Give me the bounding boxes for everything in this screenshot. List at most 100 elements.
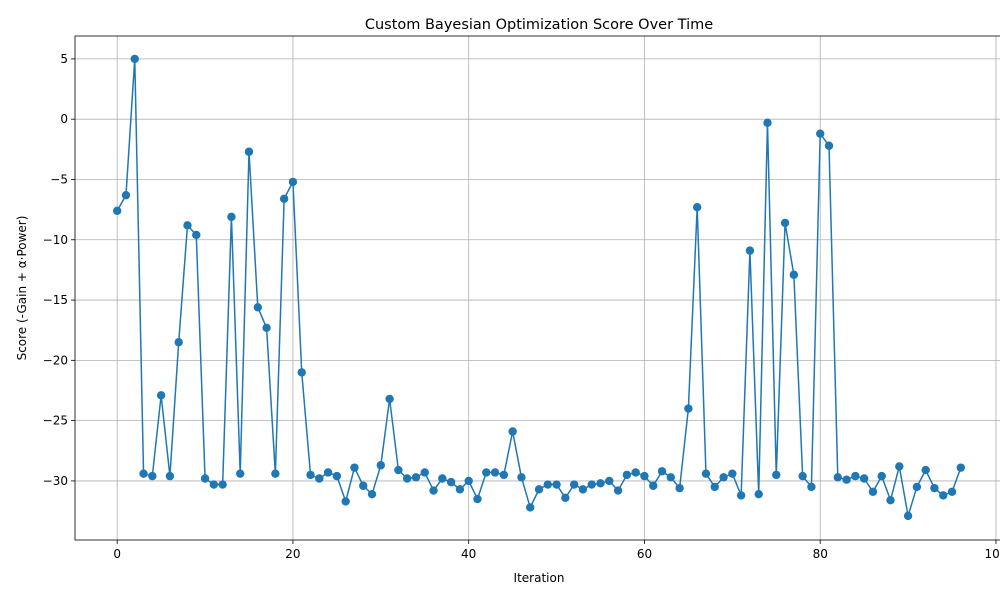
data-point: [490, 468, 500, 477]
grid: [75, 36, 1000, 540]
data-point: [455, 485, 465, 494]
data-point: [315, 474, 324, 483]
data-point: [209, 480, 219, 489]
data-point: [851, 471, 860, 481]
data-point: [227, 212, 236, 222]
data-point: [903, 511, 913, 521]
data-point: [438, 474, 447, 483]
plot-frame: [74, 35, 1000, 541]
data-point: [394, 465, 403, 475]
data-point: [446, 477, 456, 487]
data-point: [112, 206, 122, 216]
data-point: [657, 467, 667, 476]
data-point: [877, 471, 886, 481]
series-score: [112, 54, 966, 521]
x-tick-label: 0: [113, 547, 121, 561]
data-point: [772, 470, 781, 480]
data-point: [605, 476, 614, 486]
x-axis-label: Iteration: [514, 571, 565, 585]
y-axis-label: Score (-Gain + α·Power): [15, 216, 29, 361]
data-point: [332, 471, 342, 481]
data-point: [684, 404, 693, 413]
data-point: [174, 338, 183, 347]
data-point: [816, 129, 825, 138]
data-point: [561, 493, 570, 502]
data-point: [833, 473, 842, 482]
data-point: [139, 469, 148, 478]
data-point: [578, 485, 588, 494]
data-point: [148, 471, 157, 481]
data-point: [499, 470, 509, 480]
data-point: [754, 489, 763, 499]
data-point: [367, 489, 377, 499]
data-point: [385, 394, 394, 404]
data-point: [526, 503, 535, 512]
data-point: [411, 473, 421, 482]
data-point: [288, 177, 298, 187]
x-tick-label: 80: [813, 547, 828, 561]
data-point: [640, 471, 649, 481]
data-point: [895, 462, 904, 471]
y-tick-label: −25: [43, 414, 68, 428]
data-point: [912, 482, 922, 492]
data-point: [692, 203, 702, 212]
data-point: [649, 481, 658, 490]
data-point: [939, 491, 948, 500]
x-tick-label: 60: [637, 547, 652, 561]
y-tick-label: −5: [50, 172, 68, 186]
y-axis-ticks: 5 0 −5 −10 −15 −20 −25 −30: [43, 52, 75, 488]
data-point: [631, 468, 640, 477]
data-point: [517, 473, 526, 482]
data-point: [192, 230, 201, 240]
x-tick-label: 20: [285, 547, 300, 561]
data-point: [859, 474, 869, 483]
data-point: [587, 480, 596, 489]
data-point: [244, 147, 254, 156]
data-point: [947, 487, 957, 496]
data-point: [376, 461, 386, 470]
data-point: [323, 468, 333, 477]
x-axis-ticks: 0 20 40 60 80 100: [113, 540, 1000, 561]
y-tick-label: −10: [43, 233, 68, 247]
data-point: [341, 497, 350, 506]
x-tick-label: 100: [985, 547, 1000, 561]
data-point: [121, 190, 131, 200]
data-point: [745, 246, 755, 255]
data-point: [807, 482, 816, 492]
data-point: [552, 480, 561, 489]
data-point: [921, 465, 930, 475]
data-point: [253, 303, 262, 312]
data-point: [429, 486, 438, 495]
y-tick-label: 0: [60, 112, 68, 126]
x-tick-label: 40: [461, 547, 476, 561]
data-point: [956, 463, 966, 472]
data-point: [218, 480, 227, 489]
data-point: [165, 471, 175, 481]
y-tick-label: −30: [43, 474, 68, 488]
data-point: [710, 482, 719, 492]
data-point: [130, 54, 139, 64]
data-point: [236, 469, 245, 478]
data-point: [271, 469, 280, 478]
data-point: [156, 391, 166, 400]
y-tick-label: 5: [60, 52, 68, 66]
data-point: [789, 270, 799, 279]
data-point: [842, 475, 851, 484]
data-point: [930, 483, 939, 493]
data-point: [183, 221, 192, 230]
data-point: [622, 470, 632, 480]
data-point: [719, 473, 728, 482]
data-point: [613, 486, 623, 495]
data-point: [824, 141, 834, 150]
data-point: [701, 469, 711, 478]
data-point: [306, 470, 315, 480]
data-point: [728, 469, 737, 478]
data-point: [200, 474, 210, 483]
data-point: [359, 481, 368, 490]
data-point: [262, 323, 271, 332]
data-point: [350, 463, 359, 472]
data-point: [868, 487, 878, 496]
data-point: [543, 480, 552, 489]
chart-title: Custom Bayesian Optimization Score Over …: [365, 17, 713, 33]
data-point: [482, 468, 491, 477]
